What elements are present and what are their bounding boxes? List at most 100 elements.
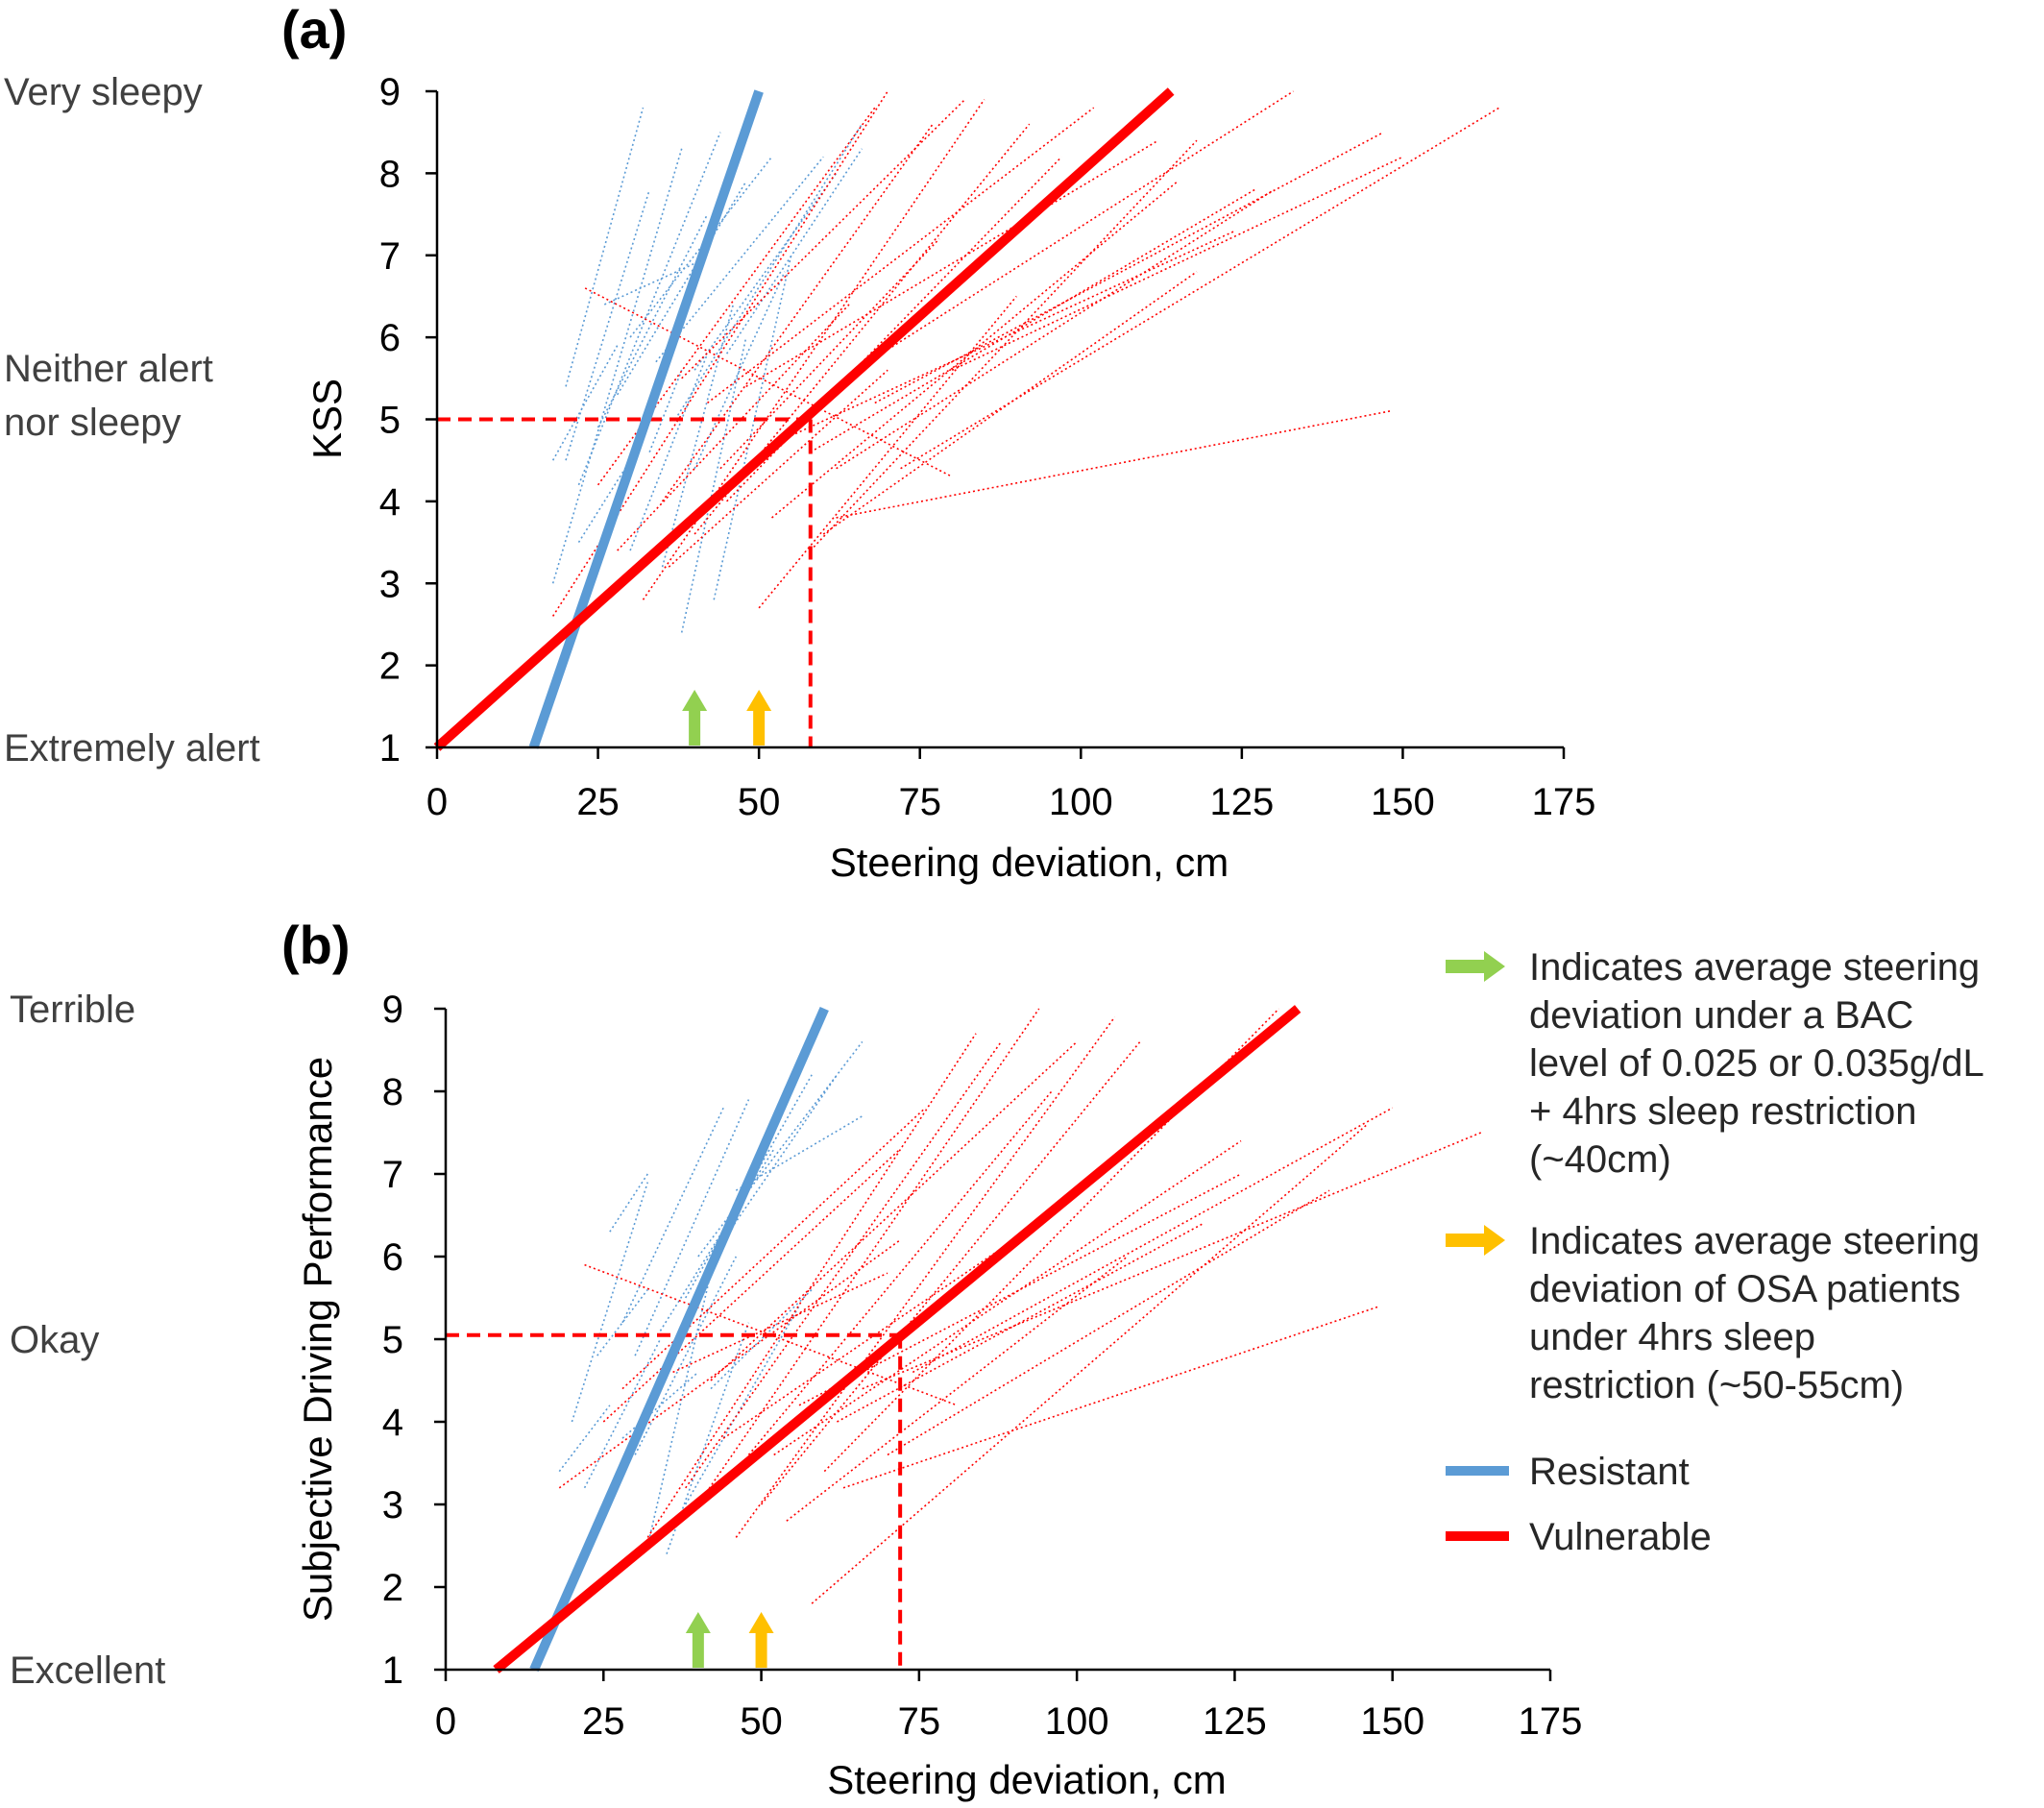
- resistant-individual-line: [583, 1338, 662, 1489]
- y-tick-label: 9: [382, 989, 403, 1031]
- x-tick-label: 25: [576, 781, 620, 823]
- vulnerable-individual-line: [707, 107, 1095, 404]
- y-tick-label: 7: [379, 235, 401, 278]
- vulnerable-individual-line: [887, 1189, 1330, 1456]
- side-label-line: Neither alert: [4, 348, 213, 390]
- x-tick-label: 125: [1209, 781, 1274, 823]
- up-arrow-icon: [685, 1612, 711, 1668]
- x-axis-title: Steering deviation, cm: [827, 1757, 1227, 1802]
- resistant-individual-line: [655, 156, 824, 363]
- resistant-individual-line: [551, 148, 683, 584]
- resistant-group-line: [528, 89, 764, 749]
- y-tick-label: 1: [382, 1649, 403, 1692]
- vulnerable-individual-line: [681, 98, 966, 379]
- y-tick-label: 2: [382, 1567, 403, 1609]
- y-tick-label: 6: [379, 317, 401, 359]
- resistant-individual-line: [596, 213, 709, 428]
- resistant-individual-line: [565, 107, 645, 387]
- legend-text: under 4hrs sleep: [1529, 1316, 1815, 1358]
- x-tick-label: 100: [1049, 781, 1113, 823]
- legend-text: level of 0.025 or 0.035g/dL: [1529, 1042, 1984, 1085]
- resistant-individual-line: [634, 1099, 750, 1356]
- vulnerable-individual-line: [710, 1040, 1078, 1381]
- resistant-individual-line: [646, 1273, 712, 1547]
- y-tick-label: 4: [382, 1402, 403, 1444]
- y-tick-label: 2: [379, 646, 401, 688]
- legend-text: + 4hrs sleep restriction: [1529, 1090, 1917, 1133]
- y-tick-label: 3: [379, 563, 401, 605]
- vulnerable-individual-line: [837, 1222, 1204, 1423]
- resistant-individual-line: [603, 262, 695, 305]
- legend-text: deviation of OSA patients: [1529, 1268, 1960, 1310]
- vulnerable-individual-line: [745, 139, 1159, 388]
- vulnerable-individual-line: [602, 1148, 901, 1423]
- panel-label: (b): [281, 915, 351, 975]
- vulnerable-individual-line: [726, 156, 1062, 502]
- resistant-individual-line: [694, 172, 838, 371]
- resistant-individual-line: [710, 1288, 813, 1390]
- right-arrow-icon: [1446, 1225, 1505, 1256]
- vulnerable-individual-line: [584, 287, 953, 477]
- vulnerable-individual-line: [668, 369, 888, 568]
- right-arrow-icon: [1446, 951, 1505, 982]
- vulnerable-individual-line: [642, 99, 986, 600]
- vulnerable-individual-line: [551, 90, 888, 617]
- side-label: Terrible: [10, 989, 135, 1031]
- resistant-individual-line: [609, 1173, 648, 1233]
- resistant-individual-line: [551, 345, 619, 461]
- resistant-individual-line: [659, 1148, 775, 1332]
- resistant-individual-line: [577, 132, 721, 486]
- x-tick-label: 100: [1045, 1700, 1109, 1743]
- resistant-individual-line: [558, 1405, 611, 1473]
- vulnerable-individual-line: [617, 304, 850, 551]
- x-tick-label: 150: [1360, 1700, 1424, 1743]
- y-axis-title: Subjective Driving Performance: [295, 1057, 340, 1622]
- vulnerable-individual-line: [951, 156, 1403, 371]
- vulnerable-individual-line: [773, 1139, 1242, 1456]
- up-arrow-icon: [746, 690, 772, 745]
- x-tick-label: 125: [1203, 1700, 1267, 1743]
- vulnerable-individual-line: [760, 1040, 1141, 1505]
- y-tick-label: 7: [382, 1154, 403, 1196]
- panel-label: (a): [281, 0, 347, 60]
- vulnerable-individual-line: [697, 1008, 1040, 1505]
- y-tick-label: 3: [382, 1484, 403, 1527]
- side-label-line: Terrible: [10, 989, 135, 1031]
- vulnerable-individual-line: [811, 1123, 1368, 1604]
- x-axis-title: Steering deviation, cm: [830, 840, 1229, 885]
- x-tick-label: 50: [738, 781, 781, 823]
- x-tick-label: 75: [898, 781, 941, 823]
- x-tick-label: 175: [1519, 1700, 1583, 1743]
- side-label: Extremely alert: [4, 727, 260, 770]
- side-label-line: Okay: [10, 1319, 99, 1361]
- legend-text: deviation under a BAC: [1529, 994, 1913, 1037]
- y-tick-label: 8: [382, 1071, 403, 1113]
- y-tick-label: 9: [379, 71, 401, 113]
- vulnerable-individual-line: [900, 107, 1500, 470]
- vulnerable-individual-line: [842, 1305, 1380, 1489]
- resistant-individual-line: [621, 1107, 724, 1324]
- resistant-individual-line: [697, 1040, 864, 1258]
- legend-text: restriction (~50-55cm): [1529, 1364, 1904, 1406]
- resistant-individual-line: [577, 459, 631, 543]
- resistant-group-line: [529, 1006, 829, 1673]
- vulnerable-individual-line: [836, 410, 1391, 519]
- y-tick-label: 1: [379, 727, 401, 770]
- vulnerable-individual-line: [661, 123, 934, 502]
- vulnerable-individual-line: [735, 1016, 1116, 1538]
- y-axis-title: KSS: [304, 379, 350, 459]
- vulnerable-individual-line: [558, 1239, 901, 1489]
- legend: Indicates average steering deviation unde…: [1446, 946, 1984, 1558]
- vulnerable-individual-line: [855, 90, 1294, 371]
- resistant-individual-line: [713, 255, 792, 600]
- resistant-individual-line: [648, 369, 683, 452]
- x-tick-label: 175: [1532, 781, 1596, 823]
- side-label: Excellent: [10, 1649, 165, 1692]
- vulnerable-individual-line: [810, 139, 1198, 551]
- side-label: Okay: [10, 1319, 99, 1361]
- vulnerable-individual-line: [747, 1090, 1053, 1455]
- vulnerable-individual-line: [758, 295, 1017, 609]
- resistant-individual-line: [634, 1256, 737, 1455]
- vulnerable-individual-line: [771, 181, 1179, 519]
- vulnerable-individual-line: [912, 1107, 1394, 1374]
